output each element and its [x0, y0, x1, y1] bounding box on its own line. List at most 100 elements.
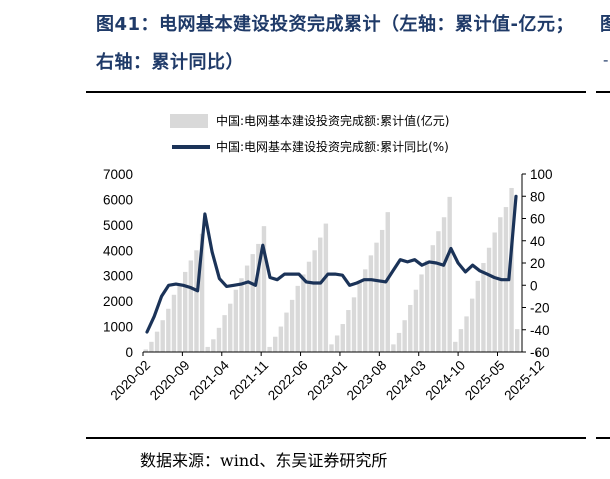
x-tick-label: 2025-05	[462, 358, 508, 404]
top-rule	[86, 91, 586, 93]
line-point	[348, 284, 351, 287]
line-point	[146, 331, 148, 333]
line-point	[233, 284, 235, 287]
line-point	[218, 277, 221, 280]
line-point	[204, 213, 206, 215]
bar	[340, 324, 345, 352]
bar	[453, 341, 458, 352]
right-axis: -60 -40 -20 0 20 40 60 80 100	[521, 167, 553, 360]
line-point	[493, 276, 496, 279]
bar	[492, 232, 497, 352]
x-tick-label: 2022-06	[265, 358, 311, 404]
line-point	[182, 284, 184, 287]
bar	[301, 274, 306, 352]
line-point	[413, 258, 416, 261]
bar	[278, 326, 284, 352]
bar	[447, 196, 452, 352]
source-note: 数据来源：wind、东吴证券研究所	[140, 451, 388, 470]
line-point	[399, 258, 402, 261]
line-point	[290, 273, 293, 275]
x-tick-label: 2023-01	[304, 358, 350, 404]
legend-line-label: 中国:电网基本建设投资完成额:累计同比(%)	[216, 139, 449, 154]
bar	[289, 299, 295, 352]
line-point	[479, 269, 481, 272]
bar	[436, 231, 441, 352]
bar	[351, 297, 357, 352]
right-tick-label: 80	[530, 189, 545, 204]
bar	[250, 254, 255, 352]
line-point	[406, 261, 409, 263]
line-point	[377, 280, 380, 282]
bar	[329, 344, 334, 352]
line-point	[276, 278, 279, 281]
bar	[379, 229, 385, 352]
bar	[357, 282, 362, 352]
bar	[514, 329, 520, 352]
bar	[374, 242, 379, 352]
line-point	[247, 281, 250, 283]
line-point	[327, 273, 329, 275]
x-tick-label: 2023-08	[344, 358, 390, 404]
bar	[183, 271, 188, 352]
line-point	[384, 281, 387, 283]
right-tick-label: 60	[530, 212, 545, 227]
left-tick-label: 2000	[103, 294, 133, 309]
bar	[177, 283, 182, 352]
legend: 中国:电网基本建设投资完成额:累计值(亿元) 中国:电网基本建设投资完成额:累计…	[170, 113, 449, 154]
legend-bar-label: 中国:电网基本建设投资完成额:累计值(亿元)	[216, 113, 449, 128]
bar	[273, 336, 278, 352]
line-series	[145, 194, 518, 334]
line-point	[486, 273, 488, 275]
x-tick-label: 2021-04	[186, 357, 232, 403]
right-tick-label: -60	[530, 345, 550, 360]
line-point	[500, 278, 503, 281]
line-point	[450, 247, 452, 250]
x-tick-label: 2020-09	[147, 358, 193, 404]
right-tick-label: 40	[530, 234, 545, 249]
bar	[244, 265, 250, 352]
bar	[295, 285, 300, 352]
line-point	[457, 262, 459, 264]
line-point	[305, 281, 307, 283]
bar	[267, 346, 272, 352]
bar	[385, 212, 390, 352]
left-axis: 0 1000 2000 3000 4000 5000 6000 7000	[103, 167, 133, 360]
line-point	[507, 278, 510, 281]
right-tick-label: 100	[530, 167, 553, 182]
x-tick-label: 2025-12	[501, 358, 547, 404]
line-point	[254, 284, 257, 287]
line-point	[435, 262, 438, 264]
right-tick-label: -20	[530, 301, 550, 316]
bar	[306, 261, 312, 352]
left-tick-label: 5000	[103, 218, 133, 233]
bar	[475, 280, 480, 352]
left-tick-label: 0	[125, 345, 133, 360]
bar	[261, 226, 267, 352]
line-point	[261, 244, 264, 246]
line-point	[334, 273, 336, 275]
line-point	[428, 261, 430, 263]
bar	[239, 278, 244, 352]
line-point	[283, 273, 286, 275]
bar	[188, 260, 194, 352]
line-point	[421, 264, 423, 267]
line-point	[356, 282, 358, 284]
right-tick-label: 0	[530, 278, 538, 293]
line-point	[196, 290, 199, 292]
line-point	[515, 195, 517, 198]
bar	[171, 294, 177, 352]
line-point	[175, 283, 177, 285]
bottom-rule	[86, 437, 586, 439]
line-point	[240, 283, 242, 285]
line-point	[442, 264, 445, 267]
bar	[464, 316, 469, 352]
bar	[509, 187, 514, 352]
bar	[346, 310, 351, 352]
bar	[430, 245, 435, 352]
right-tick-label: -40	[530, 323, 550, 338]
bottom-rule-right-fragment	[596, 437, 610, 439]
line-point	[370, 278, 373, 281]
line-point	[160, 295, 163, 298]
bar	[143, 349, 149, 352]
